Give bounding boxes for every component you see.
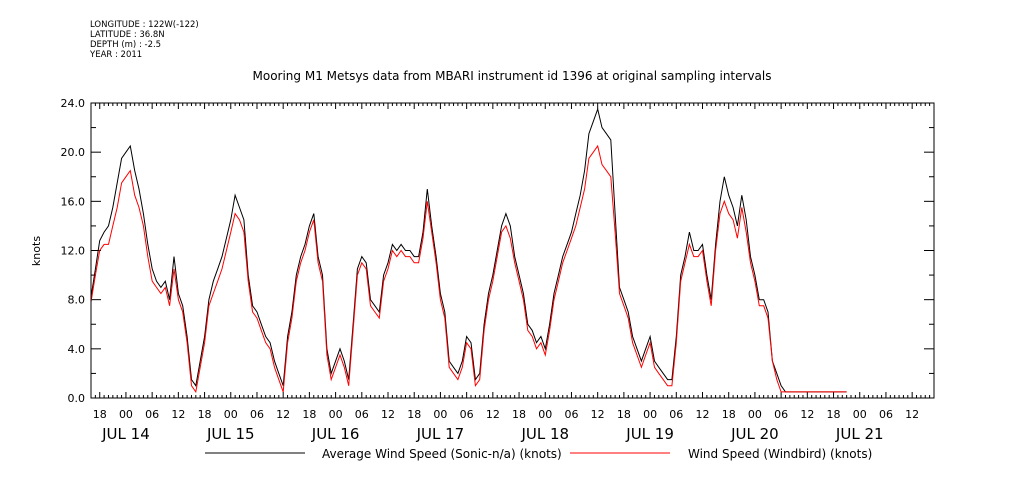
latitude-label: LATITUDE : 36.8N	[90, 30, 165, 40]
depth-label: DEPTH (m) : -2.5	[90, 40, 162, 50]
x-tick-label: 00	[433, 408, 447, 421]
x-tick-label: 00	[853, 408, 867, 421]
x-tick-label: 12	[381, 408, 395, 421]
plot-frame	[90, 102, 935, 399]
day-label: JUL 16	[311, 425, 360, 443]
legend: Average Wind Speed (Sonic-n/a) (knots) W…	[205, 447, 872, 461]
y-tick-label: 20.0	[61, 146, 86, 159]
day-label: JUL 19	[625, 425, 674, 443]
y-tick-label: 12.0	[61, 245, 86, 258]
x-tick-label: 18	[302, 408, 316, 421]
x-tick-label: 12	[171, 408, 185, 421]
x-tick-label: 00	[329, 408, 343, 421]
x-tick-label: 18	[93, 408, 107, 421]
day-label: JUL 17	[416, 425, 465, 443]
x-tick-label: 12	[276, 408, 290, 421]
x-tick-label: 18	[827, 408, 841, 421]
y-tick-labels: 0.0 4.0 8.0 12.0 16.0 20.0 24.0	[61, 97, 86, 405]
x-tick-label: 18	[722, 408, 736, 421]
y-tick-label: 24.0	[61, 97, 86, 110]
x-tick-label: 00	[224, 408, 238, 421]
x-tick-label: 06	[355, 408, 369, 421]
x-tick-label: 00	[643, 408, 657, 421]
x-tick-label: 00	[748, 408, 762, 421]
day-label: JUL 18	[520, 425, 569, 443]
metadata-block: LONGITUDE : 122W(-122) LATITUDE : 36.8N …	[90, 20, 199, 60]
legend-label-sonic: Average Wind Speed (Sonic-n/a) (knots)	[322, 447, 562, 461]
x-tick-label: 12	[486, 408, 500, 421]
x-tick-label: 06	[145, 408, 159, 421]
x-tick-labels: 18 00 06 12 18 00 06 12 18 00 06 12 18 00 06 12 18 00 06 12…	[93, 408, 919, 421]
y-tick-label: 16.0	[61, 195, 86, 208]
x-tick-label: 00	[119, 408, 133, 421]
x-tick-label: 06	[879, 408, 893, 421]
y-tick-label: 0.0	[68, 392, 86, 405]
x-tick-label: 12	[591, 408, 605, 421]
day-label: JUL 21	[835, 425, 884, 443]
x-tick-label: 12	[696, 408, 710, 421]
y-tick-label: 8.0	[68, 294, 86, 307]
year-label: YEAR : 2011	[90, 50, 143, 60]
x-tick-label: 18	[198, 408, 212, 421]
x-tick-label: 06	[669, 408, 683, 421]
x-tick-label: 00	[538, 408, 552, 421]
chart-title: Mooring M1 Metsys data from MBARI instru…	[253, 69, 772, 83]
y-axis-label: knots	[30, 236, 43, 266]
x-tick-label: 06	[564, 408, 578, 421]
day-label: JUL 14	[101, 425, 150, 443]
series-line-sonic	[90, 107, 847, 393]
y-tick-label: 4.0	[68, 343, 86, 356]
longitude-label: LONGITUDE : 122W(-122)	[90, 20, 199, 30]
x-tick-label: 18	[617, 408, 631, 421]
series-line-windbird	[90, 144, 847, 394]
day-label: JUL 20	[730, 425, 779, 443]
x-tick-label: 12	[905, 408, 919, 421]
x-tick-label: 12	[800, 408, 814, 421]
series-group	[90, 107, 847, 394]
legend-label-windbird: Wind Speed (Windbird) (knots)	[688, 447, 872, 461]
x-tick-label: 06	[774, 408, 788, 421]
x-tick-label: 18	[512, 408, 526, 421]
x-tick-label: 06	[460, 408, 474, 421]
x-tick-label: 06	[250, 408, 264, 421]
day-labels: JUL 14 JUL 15 JUL 16 JUL 17 JUL 18 JUL 19 JUL …	[101, 425, 883, 443]
x-tick-label: 18	[407, 408, 421, 421]
day-label: JUL 15	[206, 425, 255, 443]
